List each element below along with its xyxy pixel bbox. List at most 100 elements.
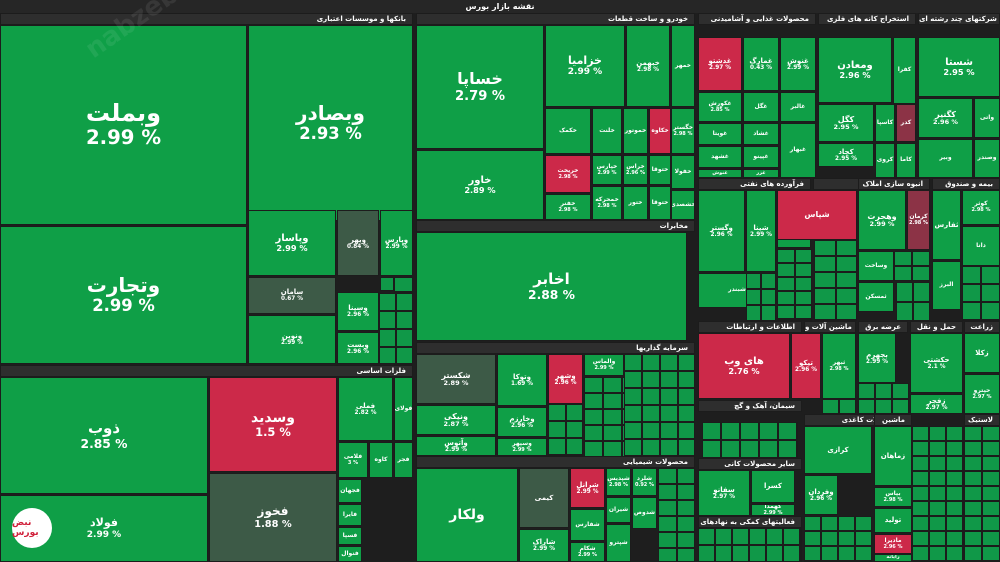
small-cap-tile[interactable]: [836, 256, 857, 272]
stock-tile[interactable]: غگل: [743, 92, 779, 122]
small-cap-tile[interactable]: [678, 354, 695, 371]
small-cap-tile[interactable]: [603, 409, 622, 425]
small-cap-tile[interactable]: [795, 291, 812, 305]
stock-tile[interactable]: غمارگ 0.43 %: [743, 37, 779, 91]
small-cap-cluster[interactable]: [380, 277, 394, 291]
group-header[interactable]: زراعت: [964, 321, 1000, 333]
small-cap-tile[interactable]: [913, 282, 930, 302]
small-cap-tile[interactable]: [962, 284, 981, 302]
small-cap-tile[interactable]: [981, 320, 1000, 321]
small-cap-tile[interactable]: [783, 528, 800, 545]
small-cap-tile[interactable]: [963, 531, 964, 546]
small-cap-tile[interactable]: [964, 441, 982, 456]
small-cap-tile[interactable]: [982, 441, 1000, 456]
small-cap-tile[interactable]: [913, 302, 930, 321]
small-cap-tile[interactable]: [981, 266, 1000, 284]
stock-tile[interactable]: زفجر 2.97 %: [910, 394, 963, 414]
small-cap-tile[interactable]: [892, 383, 909, 399]
small-cap-tile[interactable]: [822, 399, 839, 414]
stock-tile[interactable]: فجهان: [338, 479, 362, 503]
small-cap-tile[interactable]: [946, 441, 963, 456]
small-cap-tile[interactable]: [380, 277, 394, 291]
small-cap-tile[interactable]: [658, 468, 677, 484]
small-cap-tile[interactable]: [603, 441, 622, 457]
small-cap-tile[interactable]: [836, 240, 857, 256]
small-cap-tile[interactable]: [795, 305, 812, 319]
stock-tile[interactable]: وصندر: [974, 139, 1000, 178]
stock-tile[interactable]: وسپهر 2.99 %: [497, 438, 547, 456]
small-cap-tile[interactable]: [982, 516, 1000, 531]
stock-tile[interactable]: شپاس: [777, 190, 857, 240]
small-cap-tile[interactable]: [912, 426, 929, 441]
stock-tile[interactable]: ثمسکن: [858, 282, 894, 312]
group-header[interactable]: ماشین: [874, 414, 912, 426]
small-cap-tile[interactable]: [896, 282, 913, 302]
stock-tile[interactable]: وهجرت 2.99 %: [858, 190, 906, 250]
stock-tile[interactable]: خموتور: [623, 108, 648, 154]
small-cap-tile[interactable]: [964, 486, 982, 501]
small-cap-tile[interactable]: [855, 546, 872, 561]
small-cap-tile[interactable]: [761, 289, 776, 305]
stock-tile[interactable]: رایانه: [874, 554, 912, 562]
small-cap-tile[interactable]: [624, 439, 642, 456]
stock-tile[interactable]: سامان 0.67 %: [248, 277, 336, 314]
stock-tile[interactable]: فملی 2.82 %: [338, 377, 393, 441]
small-cap-cluster[interactable]: [962, 266, 1000, 321]
stock-tile[interactable]: خپارس 2.99 %: [592, 155, 622, 185]
small-cap-tile[interactable]: [749, 528, 766, 545]
small-cap-tile[interactable]: [814, 320, 836, 321]
group-header[interactable]: بانکها و موسسات اعتباری: [0, 13, 413, 25]
group-header[interactable]: سایر محصولات کانی: [698, 458, 802, 470]
stock-tile[interactable]: غالبر: [780, 92, 816, 122]
small-cap-tile[interactable]: [746, 289, 761, 305]
small-cap-tile[interactable]: [855, 531, 872, 546]
stock-tile[interactable]: تولید: [874, 508, 912, 533]
stock-tile[interactable]: شستا 2.95 %: [918, 37, 1000, 97]
group-header[interactable]: خودرو و ساخت قطعات: [416, 13, 695, 25]
small-cap-tile[interactable]: [929, 501, 946, 516]
small-cap-cluster[interactable]: [858, 383, 909, 414]
stock-tile[interactable]: غشاد: [743, 123, 779, 145]
stock-tile[interactable]: بجهرم 2.99 %: [858, 333, 896, 383]
group-header[interactable]: عرضه برق: [858, 321, 908, 333]
small-cap-tile[interactable]: [761, 273, 776, 289]
group-header[interactable]: سرمایه گذاریها: [416, 342, 695, 354]
small-cap-tile[interactable]: [658, 532, 677, 548]
stock-tile[interactable]: فخوز 1.88 %: [209, 473, 337, 562]
small-cap-tile[interactable]: [642, 405, 660, 422]
small-cap-tile[interactable]: [379, 311, 396, 329]
stock-tile[interactable]: شپنا 2.99 %: [746, 190, 776, 272]
stock-tile[interactable]: کاوه: [369, 442, 393, 478]
stock-tile[interactable]: وپاسار 2.99 %: [248, 210, 336, 276]
small-cap-tile[interactable]: [658, 516, 677, 532]
small-cap-tile[interactable]: [912, 516, 929, 531]
small-cap-tile[interactable]: [964, 426, 982, 441]
small-cap-tile[interactable]: [964, 501, 982, 516]
small-cap-tile[interactable]: [836, 288, 857, 304]
small-cap-tile[interactable]: [783, 545, 800, 562]
stock-tile[interactable]: کاسپا: [875, 104, 895, 142]
stock-tile[interactable]: شپترو: [606, 524, 631, 562]
small-cap-tile[interactable]: [795, 263, 812, 277]
group-header[interactable]: انبوه سازی املاک: [858, 178, 930, 190]
small-cap-tile[interactable]: [548, 404, 566, 421]
small-cap-cluster[interactable]: [777, 249, 812, 321]
small-cap-tile[interactable]: [946, 546, 963, 561]
small-cap-cluster[interactable]: [624, 354, 695, 456]
stock-tile[interactable]: وبصادر 2.93 %: [248, 25, 413, 221]
small-cap-cluster[interactable]: [964, 426, 1000, 562]
small-cap-tile[interactable]: [658, 500, 677, 516]
stock-tile[interactable]: غویتا: [698, 123, 742, 145]
stock-tile[interactable]: کوثر 2.98 %: [962, 190, 1000, 225]
small-cap-tile[interactable]: [892, 399, 909, 414]
small-cap-tile[interactable]: [660, 354, 678, 371]
small-cap-tile[interactable]: [721, 440, 740, 458]
small-cap-tile[interactable]: [548, 421, 566, 438]
small-cap-tile[interactable]: [795, 249, 812, 263]
small-cap-tile[interactable]: [894, 251, 912, 266]
small-cap-tile[interactable]: [795, 277, 812, 291]
small-cap-tile[interactable]: [766, 528, 783, 545]
small-cap-tile[interactable]: [929, 516, 946, 531]
small-cap-tile[interactable]: [396, 293, 413, 311]
small-cap-tile[interactable]: [982, 471, 1000, 486]
